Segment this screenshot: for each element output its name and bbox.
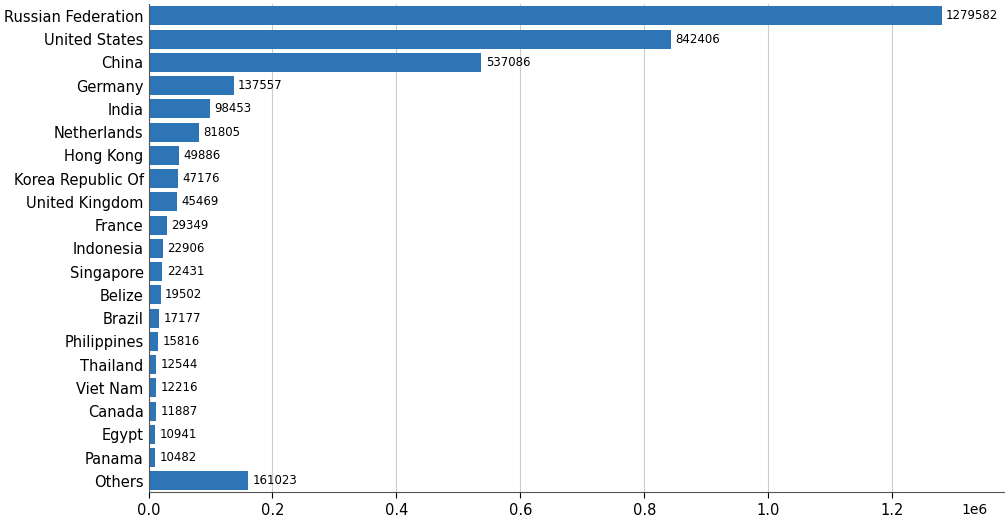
Bar	[148, 378, 156, 397]
Bar	[148, 216, 166, 234]
Text: 137557: 137557	[238, 79, 283, 92]
Text: 47176: 47176	[182, 172, 220, 185]
Text: 1279582: 1279582	[946, 9, 998, 22]
Bar	[148, 123, 200, 141]
Text: 537086: 537086	[486, 56, 530, 69]
Bar	[148, 99, 210, 118]
Text: 45469: 45469	[181, 195, 219, 208]
Text: 29349: 29349	[171, 219, 209, 232]
Text: 17177: 17177	[163, 312, 201, 325]
Bar	[148, 309, 159, 328]
Text: 12216: 12216	[160, 381, 198, 394]
Text: 81805: 81805	[204, 126, 241, 138]
Bar	[148, 401, 156, 421]
Bar	[148, 169, 177, 188]
Bar	[148, 239, 162, 258]
Bar	[148, 146, 179, 165]
Bar	[148, 192, 176, 211]
Text: 22906: 22906	[167, 242, 205, 255]
Bar	[148, 355, 156, 374]
Text: 10941: 10941	[159, 428, 197, 441]
Text: 161023: 161023	[253, 474, 297, 488]
Text: 842406: 842406	[675, 32, 720, 45]
Bar	[148, 53, 482, 72]
Text: 10482: 10482	[159, 451, 197, 464]
Text: 15816: 15816	[162, 335, 200, 348]
Bar	[148, 76, 234, 95]
Text: 12544: 12544	[160, 358, 198, 371]
Text: 19502: 19502	[165, 288, 203, 301]
Bar	[148, 285, 160, 304]
Bar	[148, 332, 158, 351]
Bar	[148, 425, 155, 444]
Text: 49886: 49886	[183, 149, 221, 162]
Bar	[148, 6, 941, 26]
Bar	[148, 262, 162, 281]
Bar	[148, 471, 248, 490]
Text: 11887: 11887	[160, 405, 198, 418]
Text: 98453: 98453	[214, 102, 251, 115]
Text: 1e6: 1e6	[962, 503, 988, 517]
Text: 22431: 22431	[166, 265, 205, 278]
Bar	[148, 448, 155, 467]
Bar	[148, 30, 670, 49]
